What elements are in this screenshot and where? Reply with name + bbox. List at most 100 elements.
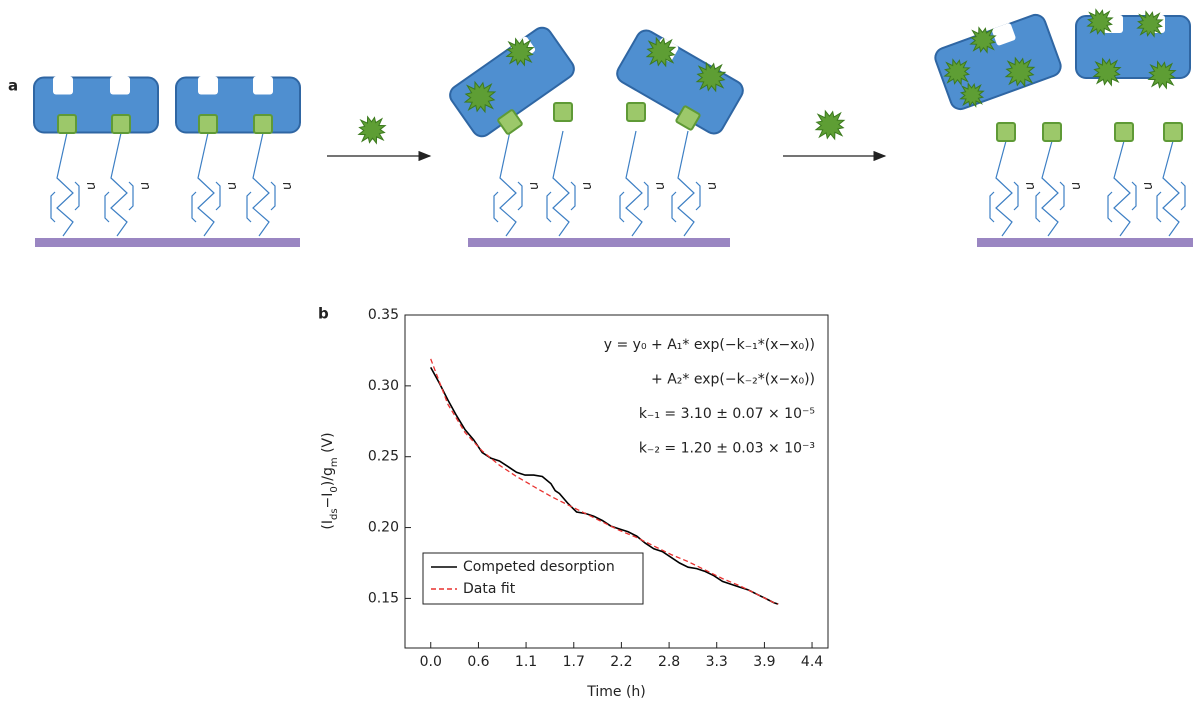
receptor bbox=[675, 105, 701, 131]
linker: n bbox=[104, 132, 153, 237]
chain bbox=[552, 130, 570, 237]
target-molecule bbox=[463, 80, 497, 114]
notch bbox=[992, 23, 1016, 46]
chain bbox=[1113, 140, 1131, 237]
panel-label: a bbox=[8, 77, 18, 95]
legend-label: Competed desorption bbox=[463, 559, 615, 575]
y-tick-label: 0.15 bbox=[368, 590, 399, 606]
x-tick-label: 0.6 bbox=[467, 654, 489, 670]
bracket bbox=[619, 191, 625, 223]
bracket bbox=[1035, 191, 1041, 223]
bracket bbox=[1013, 181, 1019, 211]
x-axis-label: Time (h) bbox=[586, 684, 646, 700]
y-axis-label-part: (I bbox=[320, 520, 336, 530]
notch bbox=[110, 76, 130, 95]
y-axis-label-part: 0 bbox=[329, 486, 340, 492]
bracket bbox=[671, 191, 677, 223]
y-tick-label: 0.20 bbox=[368, 520, 399, 536]
notch bbox=[253, 76, 273, 95]
receptor bbox=[497, 109, 523, 135]
chain bbox=[625, 130, 643, 237]
target-molecule bbox=[1004, 56, 1036, 88]
receptor bbox=[1163, 122, 1183, 142]
antibody-block bbox=[33, 76, 159, 134]
receptor bbox=[1042, 122, 1062, 142]
chain bbox=[56, 132, 74, 237]
notch bbox=[198, 76, 218, 95]
y-axis-label: (Ids−I0)/gm (V) bbox=[320, 432, 340, 529]
target-molecule bbox=[1136, 10, 1164, 38]
legend-label: Data fit bbox=[463, 581, 516, 597]
bracket bbox=[215, 181, 221, 211]
bracket bbox=[989, 191, 995, 223]
notch bbox=[53, 76, 73, 95]
target-molecule bbox=[969, 26, 997, 54]
repeat-label: n bbox=[652, 181, 668, 192]
repeat-label: n bbox=[83, 181, 99, 192]
linker: n bbox=[989, 140, 1038, 237]
linker: n bbox=[493, 130, 542, 237]
y-axis-label-part: −I bbox=[320, 493, 336, 509]
series-line bbox=[429, 367, 779, 605]
x-tick-label: 2.2 bbox=[610, 654, 632, 670]
linker: n bbox=[1156, 140, 1193, 237]
target-molecule bbox=[695, 61, 727, 93]
receptor bbox=[996, 122, 1016, 142]
target-molecule bbox=[505, 37, 535, 67]
linker: n bbox=[50, 132, 99, 237]
target-molecule bbox=[645, 36, 677, 68]
linker: n bbox=[671, 130, 720, 237]
y-axis-label-part: (V) bbox=[320, 432, 336, 457]
receptor bbox=[626, 102, 646, 122]
chain bbox=[995, 140, 1013, 237]
y-tick-label: 0.25 bbox=[368, 449, 399, 465]
antibody-block bbox=[175, 76, 301, 134]
substrate bbox=[468, 238, 730, 247]
receptor bbox=[253, 114, 273, 134]
bracket bbox=[517, 181, 523, 211]
bracket bbox=[104, 191, 110, 223]
x-tick-label: 3.9 bbox=[753, 654, 775, 670]
receptor bbox=[57, 114, 77, 134]
y-axis-label-part: ds bbox=[329, 508, 340, 520]
bracket bbox=[128, 181, 134, 211]
repeat-label: n bbox=[1140, 181, 1156, 192]
bracket bbox=[695, 181, 701, 211]
linker: n bbox=[246, 132, 295, 237]
block bbox=[934, 13, 1062, 111]
bracket bbox=[1131, 181, 1137, 211]
equation: k₋₂ = 1.20 ± 0.03 × 10⁻³ bbox=[639, 441, 815, 457]
bracket bbox=[1059, 181, 1065, 211]
block bbox=[33, 76, 159, 134]
repeat-label: n bbox=[224, 181, 240, 192]
substrate bbox=[977, 238, 1193, 247]
bracket bbox=[270, 181, 276, 211]
linker: n bbox=[546, 130, 595, 237]
repeat-label: n bbox=[579, 181, 595, 192]
repeat-label: n bbox=[137, 181, 153, 192]
y-axis-label-part: m bbox=[329, 457, 340, 467]
repeat-label: n bbox=[1189, 181, 1193, 192]
receptor bbox=[553, 102, 573, 122]
bracket bbox=[493, 191, 499, 223]
repeat-label: n bbox=[1022, 181, 1038, 192]
bracket bbox=[191, 191, 197, 223]
target-molecule bbox=[357, 115, 387, 145]
linker: n bbox=[1107, 140, 1156, 237]
target-molecule bbox=[959, 82, 985, 108]
target-molecule bbox=[1147, 60, 1177, 90]
x-tick-label: 3.3 bbox=[706, 654, 728, 670]
linker: n bbox=[1035, 140, 1084, 237]
series-line bbox=[430, 358, 779, 605]
chain bbox=[499, 130, 517, 237]
linker: n bbox=[191, 132, 240, 237]
panel-label: b bbox=[318, 305, 329, 323]
antibody-block bbox=[934, 13, 1062, 111]
chart: b 0.15 0.20 0.25 0.30 0.35 0.0 0.6 1.1 1.7 2.2 2.8 3… bbox=[318, 305, 829, 700]
receptor bbox=[111, 114, 131, 134]
block bbox=[449, 26, 575, 138]
y-tick-label: 0.35 bbox=[368, 307, 399, 323]
target-molecule bbox=[1092, 57, 1122, 87]
linker: n bbox=[619, 130, 668, 237]
